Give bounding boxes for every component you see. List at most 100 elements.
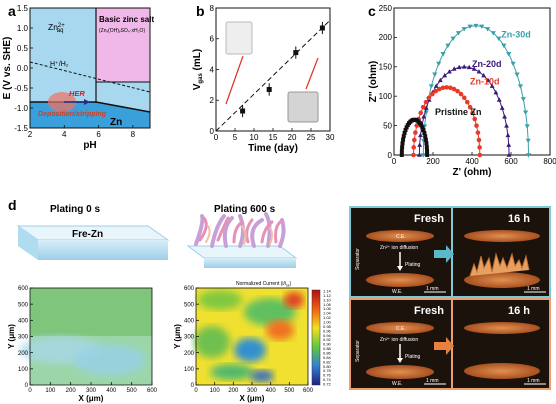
x-tick-label: 400: [106, 388, 117, 394]
series-label: Zn-30d: [501, 29, 531, 39]
y-tick-label: 600: [18, 286, 29, 292]
x-tick-label: 0: [194, 388, 198, 394]
e-scale-label-right: 1 mm: [527, 286, 540, 292]
series-marker: [477, 152, 483, 158]
y-tick-label: -1.0: [14, 104, 28, 113]
e-working-electrode-disk: [366, 273, 434, 287]
y-tick-label: 300: [184, 335, 195, 341]
dendrite-slab-front: [204, 258, 296, 268]
y-axis-label: Z'' (ohm): [368, 61, 379, 102]
x-tick-label: 600: [303, 388, 314, 394]
heatmap-600s-blob-3: [194, 326, 230, 358]
e-ce-label: C.E.: [396, 234, 406, 240]
heatmap-600s-blob-8: [250, 370, 274, 382]
series-marker: [399, 153, 404, 157]
panel-f-microscopy: Fresh 16 h C.E. W.E. Zn²⁺ ion diffusion …: [349, 298, 551, 390]
x-tick-label: 200: [426, 157, 440, 166]
series-marker: [506, 52, 512, 57]
series-marker: [477, 145, 482, 150]
series-marker: [429, 91, 435, 97]
series-marker: [467, 24, 473, 30]
panel-d-secm: Plating 0 s Plating 600 s Fre-Zn 0 100 200…: [7, 204, 332, 403]
colorbar-tick-label: 0.94: [323, 333, 332, 338]
x-tick-label: 0: [392, 157, 397, 166]
f-scale-label-left: 1 mm: [426, 378, 439, 384]
series-marker: [436, 61, 442, 67]
y-axis-label: E (V vs. SHE): [2, 37, 13, 100]
heatmap-0s-blob-2: [74, 344, 146, 376]
series-marker: [426, 95, 432, 101]
y-tick-label: 0.0: [17, 64, 29, 73]
series-marker: [428, 84, 434, 89]
series-marker: [422, 131, 427, 136]
heatmap-600s-blob: [198, 290, 242, 310]
colorbar-tick-label: 0.82: [323, 359, 332, 364]
colorbar-tick-label: 0.84: [323, 355, 332, 360]
series-marker: [489, 83, 495, 88]
panel-c-nyquist: 0 200 400 600 800 0 50 100 150 200 250 Z' (ohm) Z'' …: [368, 4, 556, 178]
e-down-arrowhead-icon: [397, 266, 403, 271]
series-marker: [424, 141, 429, 146]
series-marker: [450, 36, 456, 42]
her-bubble-icon: [48, 92, 76, 112]
y-tick-label: -0.5: [14, 84, 28, 93]
x-axis-label: X (μm): [79, 394, 104, 403]
series-marker: [418, 110, 424, 116]
series-marker: [461, 27, 467, 32]
y-tick-label: 500: [184, 302, 195, 308]
dendrite-cluster-icon: [194, 212, 286, 248]
series-marker: [419, 123, 424, 128]
y-tick-label: 0: [25, 383, 29, 389]
x-tick-label: 500: [284, 388, 295, 394]
panel-c-frame: [393, 7, 551, 156]
series-marker: [476, 69, 482, 74]
x-tick-label: 6: [96, 130, 101, 139]
region-zn2-label: Zn2+ aq: [48, 22, 65, 34]
series-marker: [448, 85, 453, 91]
plating-0s-title: Plating 0 s: [50, 204, 100, 215]
series-marker: [461, 64, 467, 69]
series-marker: [442, 72, 448, 78]
x-tick-label: 0: [28, 388, 32, 394]
x-axis-label: X (μm): [240, 394, 265, 403]
heatmap-600s-blob-2: [244, 298, 296, 326]
series-marker: [411, 145, 417, 150]
series-marker: [401, 137, 406, 142]
series-marker: [517, 84, 524, 89]
series-marker: [525, 153, 532, 158]
series-marker: [445, 43, 451, 49]
series-marker: [401, 134, 406, 139]
series-marker: [424, 145, 429, 150]
series-marker: [475, 130, 481, 135]
series-marker: [403, 128, 408, 133]
f-aged-ce-disk: [464, 322, 540, 334]
series-marker: [501, 43, 507, 49]
series-marker: [423, 137, 428, 142]
series-marker: [520, 97, 526, 102]
series-marker: [417, 142, 423, 147]
x-tick-label: 600: [504, 157, 518, 166]
panel-label-c: c: [368, 3, 376, 19]
y-tick-label: 0: [388, 151, 393, 160]
pointer-arrow-fresh-icon: [225, 55, 244, 105]
series-marker: [481, 72, 487, 78]
e-counter-electrode-disk: [366, 230, 434, 242]
series-marker: [493, 90, 499, 95]
colorbar-tick-label: 0.98: [323, 324, 332, 329]
x-tick-label: 300: [86, 388, 97, 394]
x-axis-label: Time (day): [248, 143, 298, 154]
series-marker: [525, 138, 531, 144]
series-marker: [504, 123, 509, 128]
series-marker: [418, 132, 423, 138]
y-tick-label: 300: [18, 335, 29, 341]
pointer-arrow-swollen-icon: [305, 57, 319, 90]
colorbar-tick-label: 0.88: [323, 346, 332, 351]
heatmap-600s-blob-6: [210, 364, 254, 380]
region-basic-salt-background: [96, 8, 150, 82]
series-marker: [456, 64, 462, 70]
series-marker: [470, 110, 475, 116]
series-marker: [420, 104, 426, 110]
y-axis-label: Y (μm): [173, 324, 182, 349]
fresh-zn-label: Fre-Zn: [72, 229, 103, 240]
